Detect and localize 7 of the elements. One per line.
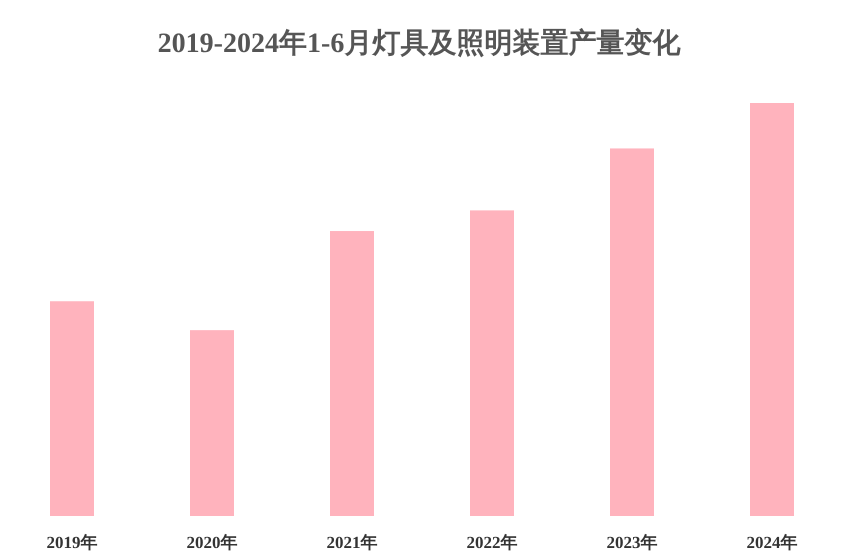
title: 2019-2024年1-6月灯具及照明装置产量变化: [158, 28, 680, 59]
x-tick-label: 2020年: [186, 533, 238, 552]
x-tick-label: 2019年: [46, 533, 98, 552]
x-tick-label: 2023年: [606, 533, 658, 552]
x-tick-label: 2022年: [466, 533, 518, 552]
x-tick-label: 2021年: [326, 533, 378, 552]
x-tick-label: 2024年: [746, 533, 798, 552]
